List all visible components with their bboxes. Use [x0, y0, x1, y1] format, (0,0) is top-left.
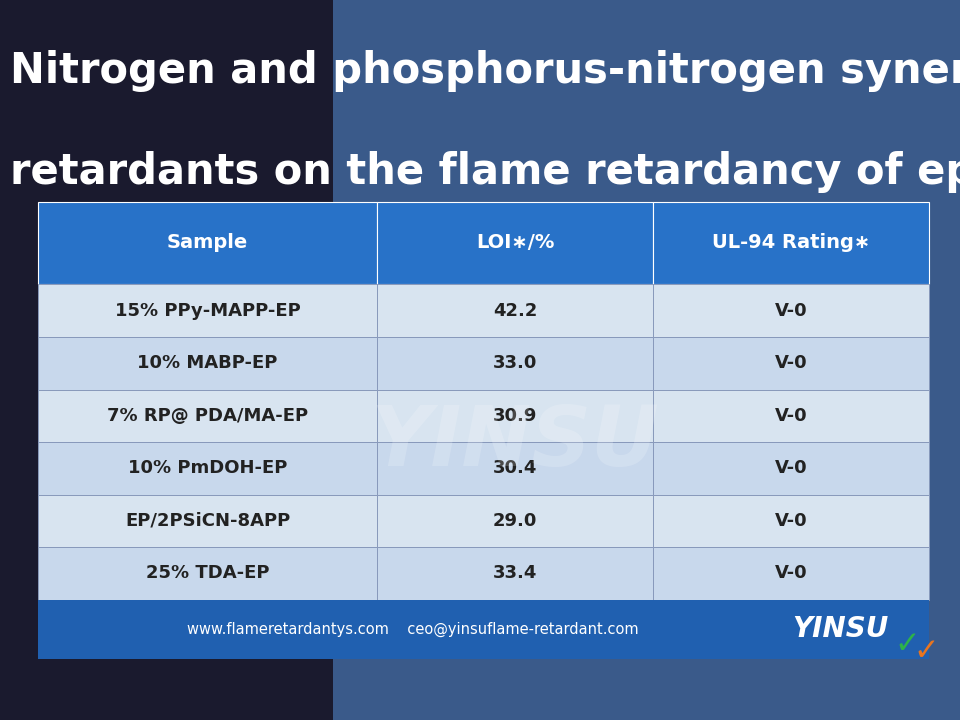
Bar — [377, 390, 653, 442]
Bar — [377, 284, 653, 337]
Text: Nitrogen and phosphorus-nitrogen synergistic flame: Nitrogen and phosphorus-nitrogen synergi… — [10, 50, 960, 92]
Bar — [377, 337, 653, 390]
Text: V-0: V-0 — [775, 354, 807, 372]
Text: V-0: V-0 — [775, 302, 807, 320]
Bar — [0, 0, 333, 720]
Bar — [377, 202, 653, 284]
Bar — [38, 442, 377, 495]
Text: ✓: ✓ — [895, 630, 920, 659]
Text: 25% TDA-EP: 25% TDA-EP — [146, 564, 270, 582]
Bar — [653, 202, 929, 284]
Text: V-0: V-0 — [775, 459, 807, 477]
Bar — [333, 0, 960, 720]
Bar — [38, 337, 377, 390]
Bar — [377, 442, 653, 495]
Bar — [653, 547, 929, 600]
Bar — [38, 390, 377, 442]
Text: 29.0: 29.0 — [492, 512, 538, 530]
Text: EP/2PSiCN-8APP: EP/2PSiCN-8APP — [125, 512, 290, 530]
Bar — [377, 547, 653, 600]
Text: UL-94 Rating∗: UL-94 Rating∗ — [712, 233, 871, 253]
Bar — [38, 547, 377, 600]
Bar — [653, 495, 929, 547]
Text: 33.0: 33.0 — [492, 354, 538, 372]
Bar — [38, 600, 929, 659]
Text: www.flameretardantys.com    ceo@yinsuflame-retardant.com: www.flameretardantys.com ceo@yinsuflame-… — [187, 621, 638, 637]
Text: 30.4: 30.4 — [492, 459, 538, 477]
Text: V-0: V-0 — [775, 407, 807, 425]
Text: 7% RP@ PDA/MA-EP: 7% RP@ PDA/MA-EP — [108, 407, 308, 425]
Bar — [377, 495, 653, 547]
Text: 15% PPy-MAPP-EP: 15% PPy-MAPP-EP — [115, 302, 300, 320]
Bar — [653, 390, 929, 442]
Text: V-0: V-0 — [775, 564, 807, 582]
Bar — [38, 202, 377, 284]
Bar — [38, 495, 377, 547]
Text: LOI∗/%: LOI∗/% — [476, 233, 554, 253]
Text: YINSU: YINSU — [371, 402, 660, 482]
Text: 42.2: 42.2 — [492, 302, 538, 320]
Bar — [653, 442, 929, 495]
Text: YINSU: YINSU — [792, 616, 888, 643]
Text: 30.9: 30.9 — [492, 407, 538, 425]
Text: retardants on the flame retardancy of epoxy resin: retardants on the flame retardancy of ep… — [10, 151, 960, 193]
Bar — [653, 284, 929, 337]
Bar — [653, 337, 929, 390]
Text: ✓: ✓ — [914, 637, 939, 666]
Bar — [38, 284, 377, 337]
Text: 33.4: 33.4 — [492, 564, 538, 582]
Text: 10% MABP-EP: 10% MABP-EP — [137, 354, 277, 372]
Text: Sample: Sample — [167, 233, 249, 253]
Text: V-0: V-0 — [775, 512, 807, 530]
Text: 10% PmDOH-EP: 10% PmDOH-EP — [128, 459, 287, 477]
